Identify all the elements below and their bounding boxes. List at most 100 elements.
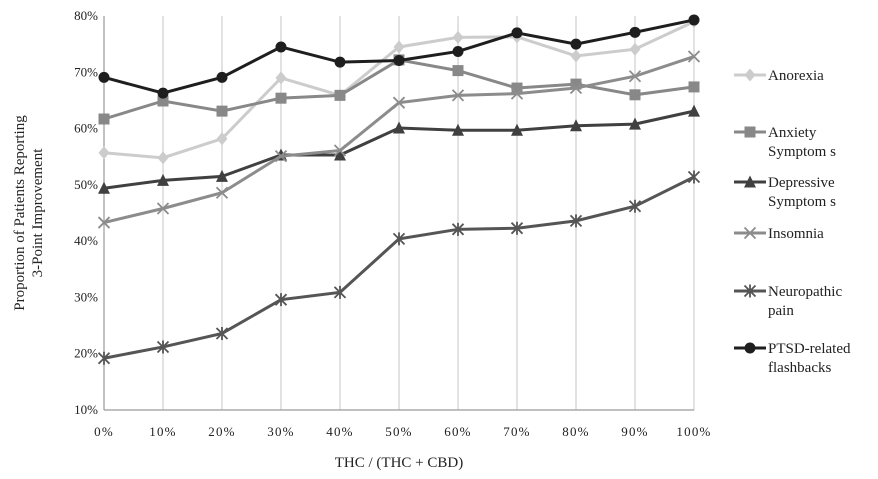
legend-label: pain xyxy=(768,303,794,319)
legend: Anorexia Anxiety Symptom s Depressive Sympto… xyxy=(734,68,851,376)
y-tick-label: 30% xyxy=(74,289,98,304)
data-point xyxy=(629,26,641,38)
data-point xyxy=(451,89,465,102)
x-tick-label: 50% xyxy=(385,424,412,439)
data-point xyxy=(216,105,228,117)
data-point xyxy=(216,169,228,182)
series-neuropathic-pain xyxy=(97,170,701,365)
legend-marker xyxy=(744,175,756,188)
x-tick-label: 70% xyxy=(503,424,530,439)
legend-item: Anxiety Symptom s xyxy=(734,125,836,160)
legend-label: Insomnia xyxy=(768,226,824,242)
y-axis-title-line-2: 3-Point Improvement xyxy=(30,148,46,278)
data-point xyxy=(98,146,110,160)
data-point xyxy=(98,181,110,194)
data-point xyxy=(511,27,523,39)
data-point xyxy=(628,199,642,213)
series-insomnia xyxy=(97,50,701,229)
data-point xyxy=(511,123,523,136)
data-point xyxy=(569,214,583,228)
data-point xyxy=(97,351,111,365)
data-point xyxy=(157,95,169,107)
data-point xyxy=(688,14,700,26)
series-depressive-symptoms xyxy=(98,104,700,194)
legend-label: Anorexia xyxy=(768,68,824,84)
x-tick-label: 90% xyxy=(621,424,648,439)
y-tick-label: 80% xyxy=(74,8,98,23)
data-point xyxy=(570,119,582,132)
data-point xyxy=(157,151,169,165)
data-point xyxy=(97,216,111,229)
legend-label: Anxiety xyxy=(768,125,817,141)
data-point xyxy=(215,186,229,199)
data-point xyxy=(98,71,110,83)
y-tick-label: 20% xyxy=(74,346,98,361)
x-tick-label: 40% xyxy=(326,424,353,439)
data-point xyxy=(98,113,110,125)
legend-label: PTSD-related xyxy=(768,341,851,357)
series-ptsd-related-flashbacks xyxy=(98,14,700,99)
y-tick-label: 40% xyxy=(74,233,98,248)
data-point xyxy=(275,92,287,104)
series-group xyxy=(97,14,701,365)
data-point xyxy=(570,49,582,63)
data-point xyxy=(452,45,464,57)
series-anorexia xyxy=(98,15,700,165)
x-tick-label: 30% xyxy=(267,424,294,439)
data-point xyxy=(392,232,406,246)
data-point xyxy=(333,144,347,157)
data-point xyxy=(451,222,465,236)
data-point xyxy=(688,104,700,117)
legend-marker xyxy=(744,126,756,138)
data-point xyxy=(629,117,641,130)
data-point xyxy=(333,285,347,299)
data-point xyxy=(570,78,582,90)
legend-label: Symptom s xyxy=(768,144,836,160)
x-tick-label: 60% xyxy=(444,424,471,439)
legend-label: Neuropathic xyxy=(768,284,842,300)
y-tick-label: 70% xyxy=(74,64,98,79)
data-point xyxy=(688,81,700,93)
data-point xyxy=(334,89,346,101)
data-point xyxy=(570,38,582,50)
legend-item: Anorexia xyxy=(734,68,824,84)
data-point xyxy=(334,56,346,68)
y-axis-title: Proportion of Patients Reporting 3-Point… xyxy=(12,115,46,311)
data-point xyxy=(216,71,228,83)
data-point xyxy=(275,41,287,53)
data-point xyxy=(215,326,229,340)
x-tick-label: 80% xyxy=(562,424,589,439)
legend-item: Depressive Symptom s xyxy=(734,175,836,210)
data-point xyxy=(452,123,464,136)
data-point xyxy=(687,170,701,184)
data-point xyxy=(452,65,464,77)
data-point xyxy=(274,150,288,163)
data-point xyxy=(393,40,405,54)
data-point xyxy=(687,50,701,63)
legend-label: flashbacks xyxy=(768,360,831,376)
data-point xyxy=(511,82,523,94)
x-tick-label: 20% xyxy=(208,424,235,439)
gridlines xyxy=(162,16,695,410)
y-axis-title-line-1: Proportion of Patients Reporting xyxy=(12,115,28,311)
legend-item: PTSD-related flashbacks xyxy=(734,341,851,376)
data-point xyxy=(510,221,524,235)
y-tick-label: 10% xyxy=(74,402,98,417)
data-point xyxy=(156,202,170,215)
axes: 10% 20% 30% 40% 50% 60% 70% 80% 0% 10% 20% 30% 40% 50… xyxy=(74,8,710,439)
legend-marker xyxy=(743,284,757,298)
data-point xyxy=(629,89,641,101)
y-tick-label: 50% xyxy=(74,177,98,192)
data-point xyxy=(393,121,405,134)
legend-item: Insomnia xyxy=(734,226,824,242)
data-point xyxy=(157,173,169,186)
data-point xyxy=(334,148,346,161)
x-axis-title: THC / (THC + CBD) xyxy=(335,455,463,471)
data-point xyxy=(157,87,169,99)
data-point xyxy=(629,42,641,56)
data-point xyxy=(392,96,406,109)
data-point xyxy=(156,340,170,354)
legend-item: Neuropathic pain xyxy=(734,284,842,319)
